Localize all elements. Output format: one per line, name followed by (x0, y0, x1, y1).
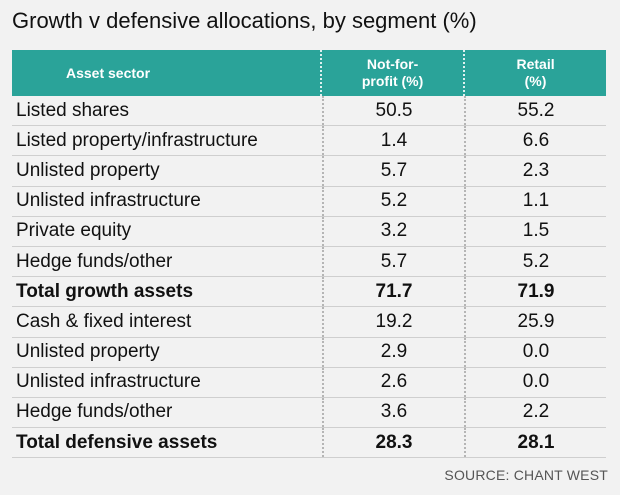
cell-retail-value: 2.3 (464, 156, 606, 186)
cell-not-for-profit-value: 3.6 (322, 397, 464, 428)
cell-not-for-profit-value: 5.7 (322, 246, 464, 277)
table-row: Unlisted property 2.9 0.0 (12, 337, 606, 368)
source-note: SOURCE: CHANT WEST (444, 467, 608, 483)
cell-retail-value: 55.2 (464, 96, 606, 126)
cell-retail-value: 6.6 (464, 126, 606, 156)
header-not-for-profit-line1: Not-for- (366, 56, 419, 72)
cell-asset-sector: Unlisted infrastructure (16, 190, 201, 212)
cell-retail-value: 5.2 (464, 246, 606, 277)
cell-retail-value: 0.0 (464, 367, 606, 397)
table-body: Listed shares 50.5 55.2 Listed property/inf… (12, 96, 606, 459)
cell-retail-value: 25.9 (464, 307, 606, 337)
header-asset-sector: Asset sector (12, 50, 320, 96)
cell-retail-value: 1.5 (464, 216, 606, 246)
cell-asset-sector: Total growth assets (16, 280, 194, 302)
table-row: Hedge funds/other 3.6 2.2 (12, 397, 606, 429)
table-row: Unlisted infrastructure 2.6 0.0 (12, 367, 606, 398)
allocation-table: Asset sector Not-for- profit (%) Retail … (12, 50, 606, 459)
cell-not-for-profit-value: 2.9 (322, 337, 464, 367)
cell-asset-sector: Unlisted property (16, 159, 160, 181)
cell-asset-sector: Private equity (16, 220, 132, 242)
cell-not-for-profit-value: 5.7 (322, 156, 464, 186)
header-asset-sector-label: Asset sector (66, 64, 151, 81)
table-header: Asset sector Not-for- profit (%) Retail … (12, 50, 606, 96)
cell-not-for-profit-value: 1.4 (322, 126, 464, 156)
cell-not-for-profit-value: 3.2 (322, 216, 464, 246)
cell-not-for-profit-value: 2.6 (322, 367, 464, 397)
cell-asset-sector: Cash & fixed interest (16, 310, 192, 332)
header-retail-line2: (%) (524, 73, 547, 89)
cell-asset-sector: Hedge funds/other (16, 401, 173, 423)
table-row-total: Total defensive assets 28.3 28.1 (12, 428, 606, 459)
cell-retail-value: 28.1 (464, 428, 606, 458)
cell-retail-value: 71.9 (464, 277, 606, 307)
cell-retail-value: 1.1 (464, 186, 606, 216)
cell-not-for-profit-value: 5.2 (322, 186, 464, 216)
table-row: Listed property/infrastructure 1.4 6.6 (12, 126, 606, 157)
chart-title: Growth v defensive allocations, by segme… (12, 8, 477, 33)
table-row: Private equity 3.2 1.5 (12, 216, 606, 247)
table-row: Cash & fixed interest 19.2 25.9 (12, 307, 606, 338)
cell-asset-sector: Listed property/infrastructure (16, 129, 258, 151)
cell-retail-value: 0.0 (464, 337, 606, 367)
cell-retail-value: 2.2 (464, 397, 606, 428)
table-row-total: Total growth assets 71.7 71.9 (12, 277, 606, 308)
cell-asset-sector: Hedge funds/other (16, 250, 173, 272)
cell-not-for-profit-value: 71.7 (322, 277, 464, 307)
cell-not-for-profit-value: 19.2 (322, 307, 464, 337)
cell-asset-sector: Listed shares (16, 99, 130, 121)
table-row: Listed shares 50.5 55.2 (12, 96, 606, 127)
header-not-for-profit: Not-for- profit (%) (320, 50, 463, 96)
cell-asset-sector: Total defensive assets (16, 431, 218, 453)
header-not-for-profit-line2: profit (%) (361, 73, 424, 89)
header-retail-line1: Retail (516, 56, 555, 72)
header-retail: Retail (%) (463, 50, 606, 96)
cell-asset-sector: Unlisted infrastructure (16, 371, 201, 393)
cell-asset-sector: Unlisted property (16, 341, 160, 363)
table-row: Unlisted infrastructure 5.2 1.1 (12, 186, 606, 217)
table-row: Hedge funds/other 5.7 5.2 (12, 246, 606, 278)
cell-not-for-profit-value: 50.5 (322, 96, 464, 126)
cell-not-for-profit-value: 28.3 (322, 428, 464, 458)
table-row: Unlisted property 5.7 2.3 (12, 156, 606, 187)
